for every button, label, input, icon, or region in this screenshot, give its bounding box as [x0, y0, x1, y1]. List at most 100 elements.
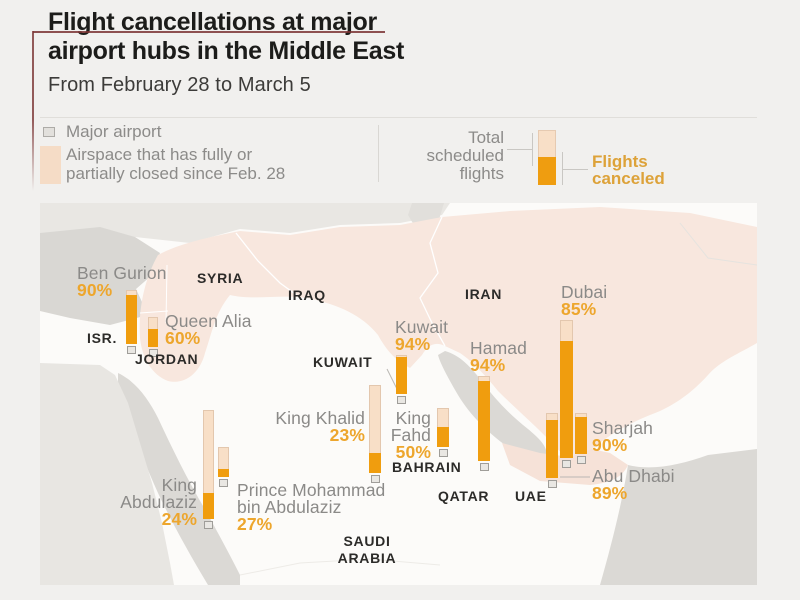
- airport-bar-fill-dubai: [560, 341, 573, 458]
- airspace-label-line2: partially closed since Feb. 28: [66, 164, 286, 183]
- airport-bar-prince-mohammad-bin-abdulaziz: [218, 447, 229, 477]
- country-label-iraq: IRAQ: [288, 287, 326, 303]
- airport-cancel-percent: 90%: [592, 435, 628, 455]
- airport-cancel-percent: 85%: [561, 299, 597, 319]
- airport-marker-king-khalid: [371, 475, 380, 483]
- major-airport-icon: [43, 127, 55, 137]
- legend-sample-bar: [538, 130, 556, 185]
- airport-label-king-khalid: King Khalid 23%: [275, 408, 365, 445]
- airport-label-queen-alia: Queen Alia 60%: [165, 311, 252, 348]
- airport-cancel-percent: 50%: [395, 442, 431, 462]
- airport-cancel-percent: 60%: [165, 328, 201, 348]
- airport-bar-fill-ben-gurion: [126, 295, 137, 344]
- legend-connector-left: [507, 149, 532, 150]
- airport-name: King Khalid: [275, 408, 365, 428]
- airport-marker-sharjah: [577, 456, 586, 464]
- airport-label-prince-mohammad-bin-abdulaziz: Prince Mohammad bin Abdulaziz 27%: [237, 480, 386, 534]
- airport-bar-ben-gurion: [126, 290, 137, 344]
- airport-name: King: [395, 408, 431, 428]
- airport-name: Hamad: [470, 338, 527, 358]
- airport-label-ben-gurion: Ben Gurion 90%: [77, 263, 167, 300]
- page-subtitle: From February 28 to March 5: [48, 74, 311, 96]
- airport-marker-kuwait: [397, 396, 406, 404]
- airport-label-king-abdulaziz: King Abdulaziz 24%: [120, 475, 197, 529]
- airport-cancel-percent: 94%: [470, 355, 506, 375]
- country-label-isr: ISR.: [87, 330, 118, 346]
- country-label-syria: SYRIA: [197, 270, 244, 286]
- airport-name: Prince Mohammad: [237, 480, 386, 500]
- airport-name: Kuwait: [395, 317, 449, 337]
- country-label-kuwait: KUWAIT: [313, 354, 373, 370]
- legend-sample-bar-fill: [538, 157, 556, 185]
- airport-name: Ben Gurion: [77, 263, 167, 283]
- airport-name: Fahd: [390, 425, 431, 445]
- airport-label-dubai: Dubai 85%: [561, 282, 608, 319]
- page-title-line2: airport hubs in the Middle East: [48, 37, 405, 65]
- total-scheduled-label: Total scheduled flights: [426, 128, 504, 183]
- airport-name: Queen Alia: [165, 311, 252, 331]
- airport-cancel-percent: 24%: [161, 509, 197, 529]
- country-label-uae: UAE: [515, 488, 547, 504]
- airport-bar-fill-queen-alia: [148, 329, 158, 347]
- airport-bar-sharjah: [575, 413, 587, 454]
- legend-divider: [378, 125, 379, 182]
- airport-marker-prince-mohammad-bin-abdulaziz: [219, 479, 228, 487]
- airport-marker-king-fahd: [439, 449, 448, 457]
- airport-cancel-percent: 89%: [592, 483, 628, 503]
- airport-label-sharjah: Sharjah 90%: [592, 418, 654, 455]
- airport-name: Abu Dhabi: [592, 466, 675, 486]
- country-label-jordan: JORDAN: [135, 351, 199, 367]
- airport-marker-queen-alia: [149, 349, 158, 357]
- airport-name: King: [161, 475, 197, 495]
- airport-cancel-percent: 90%: [77, 280, 113, 300]
- country-label-saudi-arabia: SAUDI ARABIA: [337, 533, 397, 566]
- airport-name: Abdulaziz: [120, 492, 197, 512]
- airport-label-abu-dhabi: Abu Dhabi 89%: [592, 466, 675, 503]
- header-divider: [40, 117, 757, 118]
- airport-marker-abu-dhabi: [548, 480, 557, 488]
- airport-bar-abu-dhabi: [546, 413, 558, 478]
- airport-bar-dubai: [560, 320, 573, 458]
- airport-marker-hamad: [480, 463, 489, 471]
- middle-east-map: SYRIA IRAQ IRAN ISR. JORDAN KUWAIT BAHRAIN QATA…: [40, 203, 757, 585]
- airport-cancel-percent: 27%: [237, 514, 273, 534]
- airspace-label-line1: Airspace that has fully or: [66, 145, 253, 164]
- airport-bar-fill-abu-dhabi: [546, 420, 558, 478]
- airport-label-hamad: Hamad 94%: [470, 338, 527, 375]
- country-label-qatar: QATAR: [438, 488, 490, 504]
- airport-bar-fill-king-khalid: [369, 453, 381, 473]
- airport-bar-king-fahd: [437, 408, 449, 447]
- legend-connector-right: [562, 169, 588, 170]
- airport-label-king-fahd: King Fahd 50%: [390, 408, 431, 462]
- airport-cancel-percent: 94%: [395, 334, 431, 354]
- airport-marker-king-abdulaziz: [204, 521, 213, 529]
- airport-bar-king-abdulaziz: [203, 410, 214, 519]
- airport-bar-kuwait: [396, 355, 407, 394]
- airspace-swatch-icon: [40, 146, 61, 184]
- airspace-label: Airspace that has fully or partially clo…: [66, 145, 285, 183]
- major-airport-label: Major airport: [66, 122, 162, 141]
- country-label-iran: IRAN: [465, 286, 503, 302]
- legend-bracket-right: [562, 152, 563, 185]
- flights-canceled-label: Flights canceled: [592, 152, 665, 188]
- airport-name: Sharjah: [592, 418, 654, 438]
- airport-bar-fill-sharjah: [575, 417, 587, 454]
- legend-bracket-left: [532, 133, 533, 166]
- page-title: Flight cancellations at major airport hu…: [48, 8, 404, 66]
- airport-bar-hamad: [478, 376, 490, 461]
- airport-name: bin Abdulaziz: [237, 497, 342, 517]
- airport-marker-ben-gurion: [127, 346, 136, 354]
- airport-bar-fill-king-abdulaziz: [203, 493, 214, 519]
- airport-bar-queen-alia: [148, 317, 158, 347]
- airport-bar-fill-king-fahd: [437, 427, 449, 447]
- annotation-strike-line: [33, 31, 385, 33]
- airport-bar-fill-kuwait: [396, 357, 407, 394]
- annotation-vertical-line: [32, 31, 34, 191]
- airport-marker-dubai: [562, 460, 571, 468]
- airport-bar-fill-prince-mohammad-bin-abdulaziz: [218, 469, 229, 477]
- airport-cancel-percent: 23%: [329, 425, 365, 445]
- country-label-bahrain: BAHRAIN: [392, 459, 462, 475]
- airport-bar-king-khalid: [369, 385, 381, 473]
- airport-name: Dubai: [561, 282, 608, 302]
